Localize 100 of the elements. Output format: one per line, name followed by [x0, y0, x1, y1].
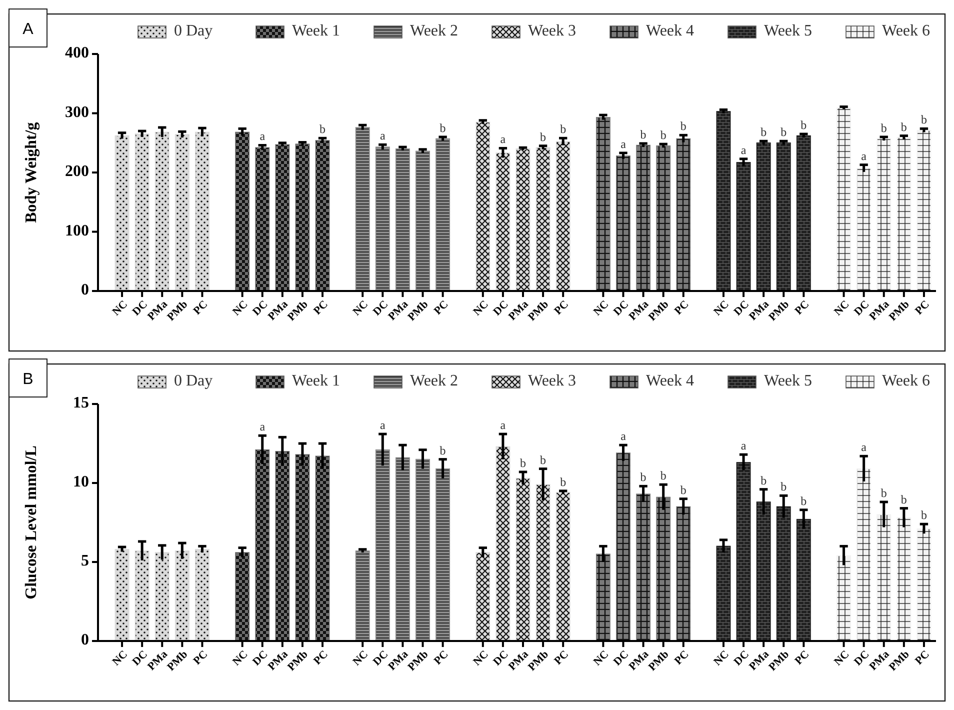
data-label: a	[380, 128, 386, 143]
x-tick-label: PC	[191, 648, 210, 668]
x-tick-label: NC	[832, 648, 852, 668]
bar	[235, 552, 250, 642]
bar	[174, 550, 190, 642]
x-tick-label: PC	[312, 298, 330, 318]
data-label: a	[620, 136, 627, 151]
data-label: b	[760, 125, 767, 140]
data-label: a	[740, 438, 747, 453]
legend-label: 0 Day	[174, 22, 213, 40]
bar	[436, 138, 450, 292]
data-label: b	[520, 456, 526, 470]
y-tick-label: 200	[65, 163, 89, 180]
data-label: b	[780, 125, 787, 140]
bar	[195, 548, 210, 642]
x-tick-label: PC	[191, 298, 210, 318]
data-label: b	[560, 474, 566, 489]
data-label: a	[260, 129, 266, 144]
bar	[134, 134, 150, 292]
data-label: b	[760, 473, 767, 488]
x-tick-label: PC	[552, 648, 572, 668]
bar	[395, 457, 410, 642]
bar	[836, 108, 851, 292]
bar	[616, 156, 630, 292]
bar	[556, 492, 570, 642]
bar	[536, 484, 550, 642]
bar	[315, 456, 330, 642]
bar	[275, 144, 290, 292]
bar	[596, 116, 610, 292]
bar	[716, 111, 731, 292]
bar	[496, 152, 510, 292]
legend-label: Week 4	[646, 372, 694, 390]
data-label: b	[800, 118, 807, 132]
x-tick-label: NC	[230, 648, 250, 668]
bar	[836, 555, 851, 642]
data-label: b	[880, 120, 887, 135]
bar	[916, 130, 932, 292]
data-label: b	[640, 470, 646, 484]
bar	[114, 135, 130, 292]
bar	[355, 127, 370, 292]
bar	[516, 148, 530, 292]
x-tick-label: PC	[552, 298, 572, 318]
legend-label: Week 3	[528, 372, 576, 390]
bar	[154, 132, 170, 292]
legend-label: Week 2	[410, 22, 458, 40]
bar	[416, 458, 430, 642]
x-tick-label: PC	[792, 298, 812, 318]
bar	[255, 449, 270, 642]
x-tick-label: NC	[832, 298, 852, 318]
data-label: b	[920, 112, 927, 127]
bar	[896, 137, 912, 292]
y-tick-label: 10	[73, 474, 89, 491]
legend-label: Week 3	[528, 22, 576, 40]
data-label: a	[260, 420, 266, 434]
bar	[656, 145, 671, 292]
data-label: b	[660, 468, 666, 483]
text: A	[22, 21, 34, 38]
bar	[496, 446, 510, 642]
bar	[315, 140, 330, 292]
bar	[916, 528, 932, 642]
y-tick-label: 15	[73, 394, 89, 412]
bar	[876, 514, 892, 642]
bar	[395, 148, 410, 292]
data-label: b	[800, 494, 807, 508]
y-axis-title: Glucose Level mmol/L	[23, 446, 40, 600]
bar	[756, 142, 771, 292]
bar	[736, 162, 751, 292]
legend-label: Week 4	[646, 22, 694, 40]
y-tick-label: 5	[81, 552, 89, 570]
bar	[195, 132, 210, 292]
y-axis-title: Body Weight/g	[23, 122, 40, 223]
x-tick-label: NC	[230, 298, 250, 318]
bar	[636, 144, 651, 292]
bar	[114, 548, 130, 642]
data-label: b	[320, 122, 326, 136]
bar	[275, 451, 290, 642]
bar	[716, 546, 731, 642]
legend-label: Week 6	[882, 22, 930, 40]
data-label: a	[861, 148, 868, 163]
x-tick-label: PC	[432, 298, 451, 318]
data-label: b	[680, 482, 686, 497]
legend-label: 0 Day	[174, 372, 213, 390]
data-label: a	[620, 429, 627, 444]
bar	[154, 552, 170, 642]
x-tick-label: PC	[913, 648, 932, 668]
bar	[516, 478, 530, 642]
bar	[896, 517, 912, 642]
x-tick-label: PC	[913, 298, 932, 318]
legend-label: Week 1	[292, 372, 340, 390]
legend-label: Week 5	[764, 22, 812, 40]
data-label: b	[900, 120, 907, 134]
x-tick-label: PC	[312, 648, 330, 668]
data-label: b	[560, 122, 566, 136]
bar	[616, 452, 630, 642]
bar	[756, 502, 771, 642]
data-label: b	[640, 127, 646, 142]
bar	[476, 552, 490, 642]
bar	[295, 454, 310, 642]
x-tick-label: NC	[350, 648, 371, 668]
bar	[676, 138, 691, 292]
